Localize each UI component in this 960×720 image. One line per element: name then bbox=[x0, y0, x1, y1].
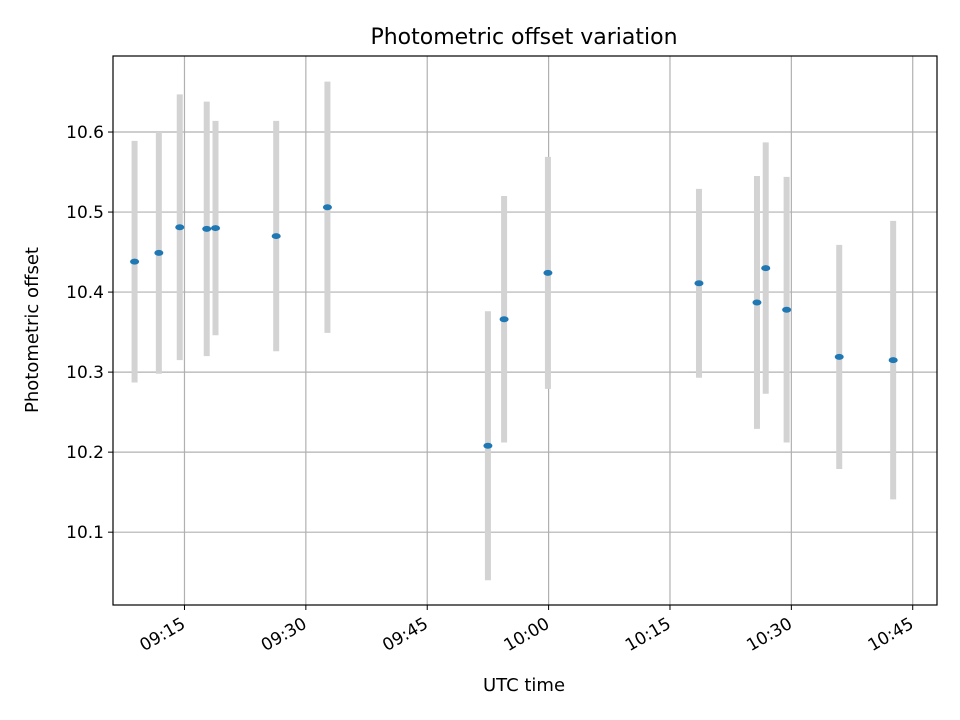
y-tick-label: 10.6 bbox=[66, 123, 104, 143]
data-point bbox=[175, 224, 185, 231]
y-axis-label: Photometric offset bbox=[22, 247, 43, 413]
data-point bbox=[210, 225, 220, 232]
plot-frame bbox=[112, 55, 938, 606]
data-point bbox=[543, 269, 553, 276]
y-tick-label: 10.3 bbox=[66, 363, 104, 383]
data-point bbox=[483, 442, 493, 449]
data-point bbox=[154, 249, 164, 256]
data-point bbox=[322, 204, 332, 211]
data-point bbox=[834, 353, 844, 360]
data-point bbox=[499, 316, 509, 323]
data-point bbox=[694, 280, 704, 287]
grid bbox=[113, 56, 937, 605]
data-point bbox=[761, 265, 771, 272]
data-point bbox=[888, 357, 898, 364]
data-point bbox=[130, 258, 140, 265]
y-tick-label: 10.2 bbox=[66, 443, 104, 463]
x-axis-label: UTC time bbox=[483, 675, 565, 696]
y-tick-label: 10.5 bbox=[66, 203, 104, 223]
chart-title: Photometric offset variation bbox=[370, 25, 677, 50]
data-point bbox=[752, 299, 762, 306]
data-markers bbox=[130, 204, 898, 449]
data-point bbox=[271, 233, 281, 240]
y-tick-label: 10.1 bbox=[66, 523, 104, 543]
y-tick-label: 10.4 bbox=[66, 283, 104, 303]
data-point bbox=[782, 306, 792, 313]
data-point bbox=[202, 225, 212, 232]
